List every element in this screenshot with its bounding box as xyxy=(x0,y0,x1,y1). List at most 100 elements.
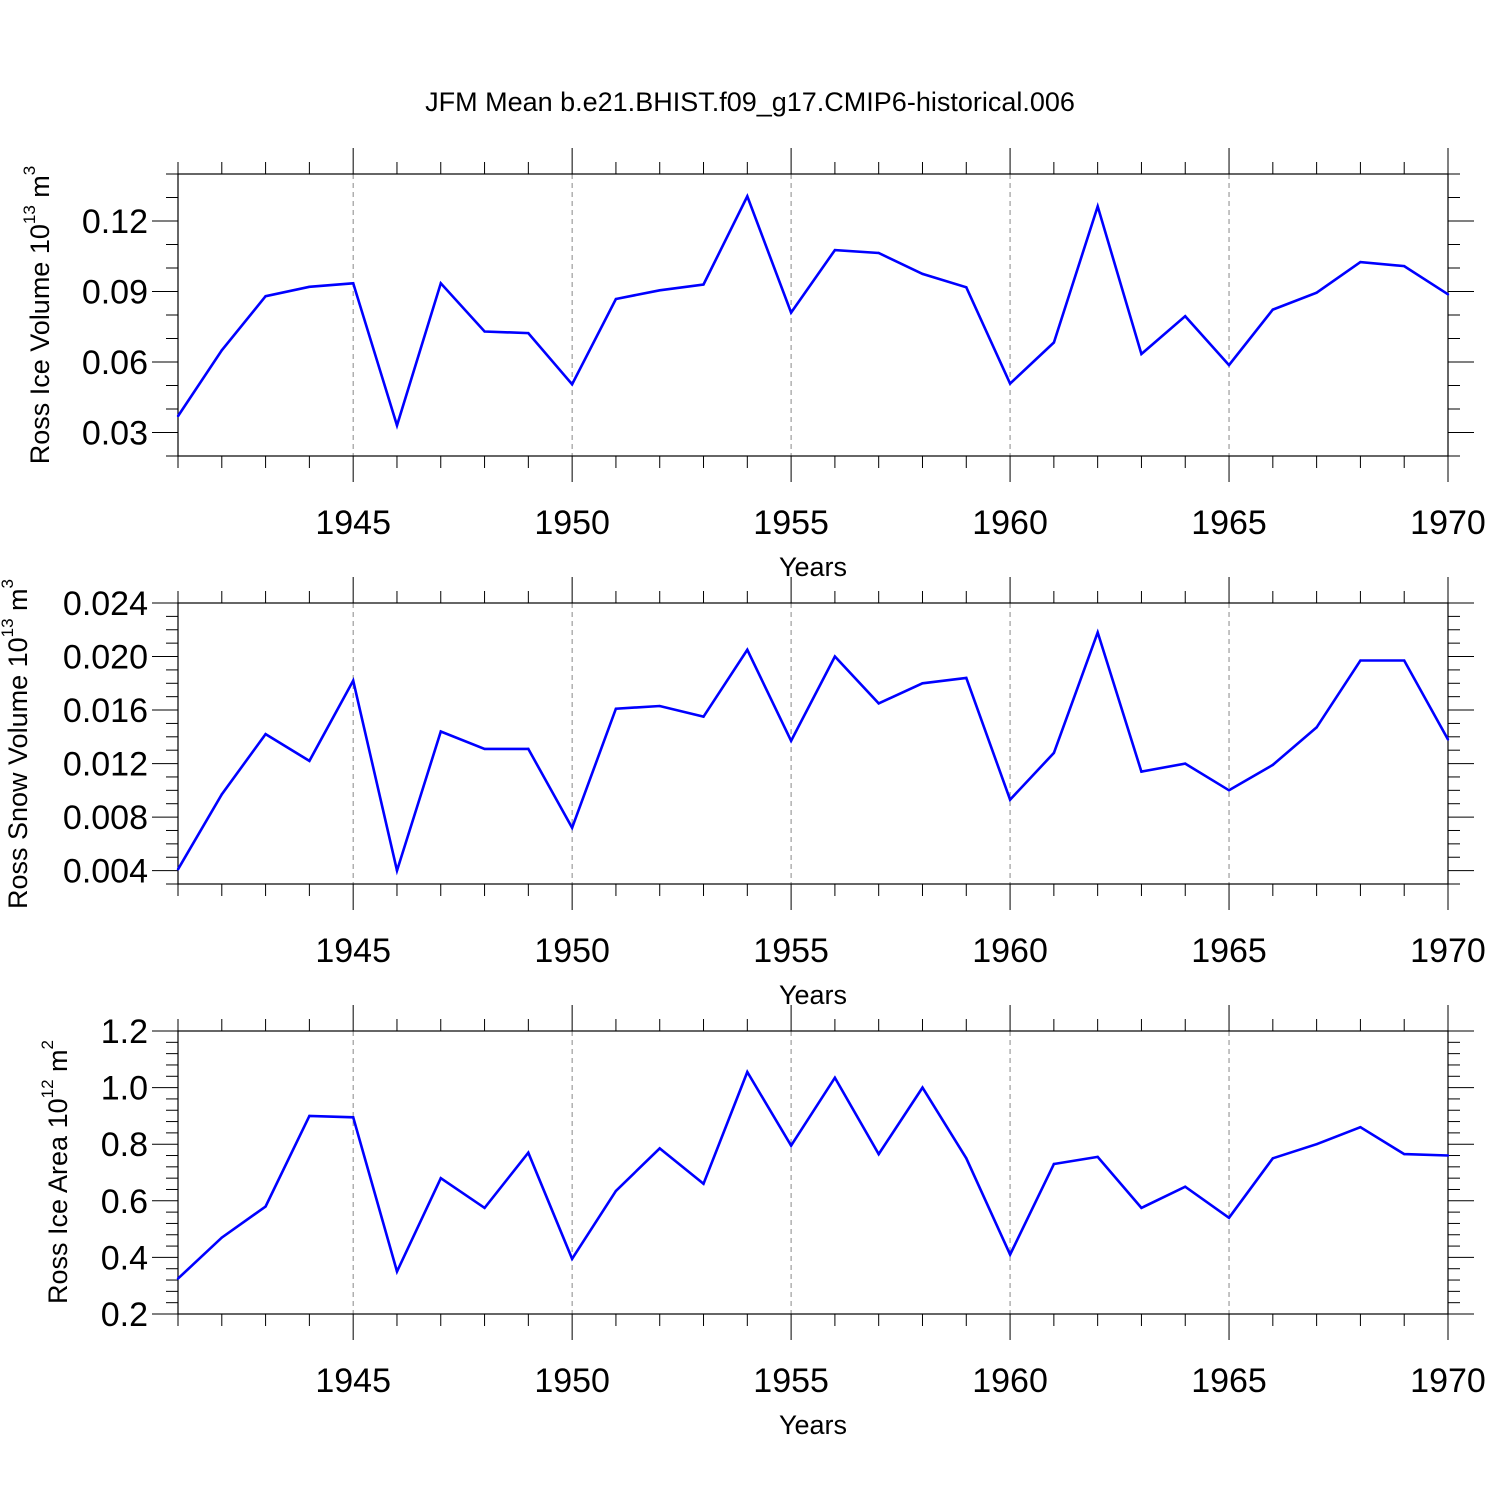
data-point xyxy=(527,331,530,335)
y-axis-title: Ross Ice Area 1012 m2 xyxy=(38,1040,73,1304)
data-point xyxy=(176,414,180,418)
data-point xyxy=(1359,1126,1362,1129)
data-point xyxy=(921,272,924,276)
data-point xyxy=(439,282,442,285)
x-tick-label: 1960 xyxy=(972,932,1048,970)
series-line xyxy=(176,193,1449,430)
data-point xyxy=(351,282,355,285)
plot-frame xyxy=(177,602,1449,885)
y-tick-label: 1.0 xyxy=(101,1070,148,1108)
y-tick-label: 0.004 xyxy=(63,853,148,891)
data-point xyxy=(1140,1206,1143,1210)
data-point xyxy=(439,730,442,733)
data-point xyxy=(1403,659,1406,662)
x-tick-label: 1950 xyxy=(534,932,610,970)
data-point xyxy=(702,715,705,718)
data-point xyxy=(965,286,968,289)
chart-panels: 1945 1950 1955 1960 1965 1970 Years 0.03 0.06 0.0… xyxy=(0,148,1486,1440)
data-point xyxy=(965,676,968,680)
data-point xyxy=(1315,726,1318,729)
data-point xyxy=(308,285,311,288)
data-point xyxy=(570,383,574,386)
panel-3: 1945 1950 1955 1960 1965 1970 Years 0.2 0.4 0.6 0.… xyxy=(38,1005,1486,1440)
data-point xyxy=(833,655,837,658)
data-point xyxy=(877,1152,880,1156)
x-tick-label: 1945 xyxy=(315,932,391,970)
y-tick-label: 0.008 xyxy=(63,799,148,837)
data-point xyxy=(746,195,749,198)
x-tick-label: 1945 xyxy=(315,1362,391,1400)
x-tick-label: 1970 xyxy=(1410,932,1486,970)
data-point xyxy=(1096,1155,1099,1159)
y-tick-label: 0.12 xyxy=(82,203,148,241)
data-point xyxy=(395,424,399,427)
x-axis-title: Years xyxy=(779,552,847,582)
data-point xyxy=(351,679,355,682)
data-point xyxy=(614,707,618,710)
y-tick-label: 0.012 xyxy=(63,746,148,784)
y-tick-label: 0.09 xyxy=(82,274,148,312)
data-point xyxy=(483,1206,486,1210)
data-point xyxy=(308,759,311,763)
data-point xyxy=(877,251,880,255)
data-point xyxy=(176,868,180,871)
data-point xyxy=(702,1182,705,1186)
data-point xyxy=(1446,738,1450,741)
x-tick-label: 1950 xyxy=(534,504,610,542)
data-point xyxy=(220,793,223,796)
data-point xyxy=(395,1270,399,1273)
y-tick-label: 0.6 xyxy=(101,1183,148,1221)
y-tick-label: 0.2 xyxy=(101,1296,148,1334)
data-point xyxy=(833,1076,837,1079)
chart-title: JFM Mean b.e21.BHIST.f09_g17.CMIP6-histo… xyxy=(425,87,1075,117)
data-point xyxy=(1096,631,1099,634)
panel-1: 1945 1950 1955 1960 1965 1970 Years 0.03 0.06 0.0… xyxy=(20,148,1486,582)
data-point xyxy=(658,704,661,708)
data-point xyxy=(921,1086,924,1089)
y-axis-title: Ross Ice Volume 1013 m3 xyxy=(20,166,55,465)
y-tick-label: 0.024 xyxy=(63,585,148,623)
data-point xyxy=(1446,1154,1450,1157)
data-point xyxy=(702,283,705,286)
y-tick-label: 0.03 xyxy=(82,415,148,453)
data-point xyxy=(220,349,223,352)
data-point xyxy=(1315,1143,1318,1146)
data-point xyxy=(658,289,661,292)
y-tick-label: 1.2 xyxy=(101,1013,148,1051)
x-tick-label: 1955 xyxy=(753,932,829,970)
data-point xyxy=(1403,1152,1406,1156)
x-tick-label: 1950 xyxy=(534,1362,610,1400)
x-tick-label: 1965 xyxy=(1191,504,1267,542)
y-tick-label: 0.4 xyxy=(101,1239,148,1277)
data-point xyxy=(570,1257,574,1261)
data-point xyxy=(746,1070,749,1074)
data-point xyxy=(789,1144,793,1147)
data-point xyxy=(1184,762,1187,765)
data-point xyxy=(1140,770,1143,773)
data-point xyxy=(1271,1157,1275,1160)
data-point xyxy=(1271,763,1275,767)
data-point xyxy=(395,869,399,872)
data-point xyxy=(264,295,267,298)
data-point xyxy=(1096,205,1099,208)
data-point xyxy=(439,1176,442,1180)
y-axis-title: Ross Snow Volume 1013 m3 xyxy=(0,579,33,909)
panel-2: 1945 1950 1955 1960 1965 1970 Years 0.004 0.008 0… xyxy=(0,577,1486,1010)
data-point xyxy=(1052,1162,1056,1166)
data-point xyxy=(1227,789,1231,792)
y-tick-label: 0.8 xyxy=(101,1126,148,1164)
data-point xyxy=(1052,751,1056,755)
x-tick-label: 1960 xyxy=(972,1362,1048,1400)
plot-frame xyxy=(177,173,1449,457)
x-tick-label: 1965 xyxy=(1191,932,1267,970)
data-point xyxy=(176,1277,180,1280)
data-point xyxy=(833,248,837,252)
data-point xyxy=(264,1205,267,1208)
x-tick-label: 1970 xyxy=(1410,504,1486,542)
data-point xyxy=(483,747,486,751)
x-tick-label: 1945 xyxy=(315,504,391,542)
data-point xyxy=(1403,264,1406,268)
data-point xyxy=(1008,382,1012,385)
data-point xyxy=(220,1236,223,1239)
